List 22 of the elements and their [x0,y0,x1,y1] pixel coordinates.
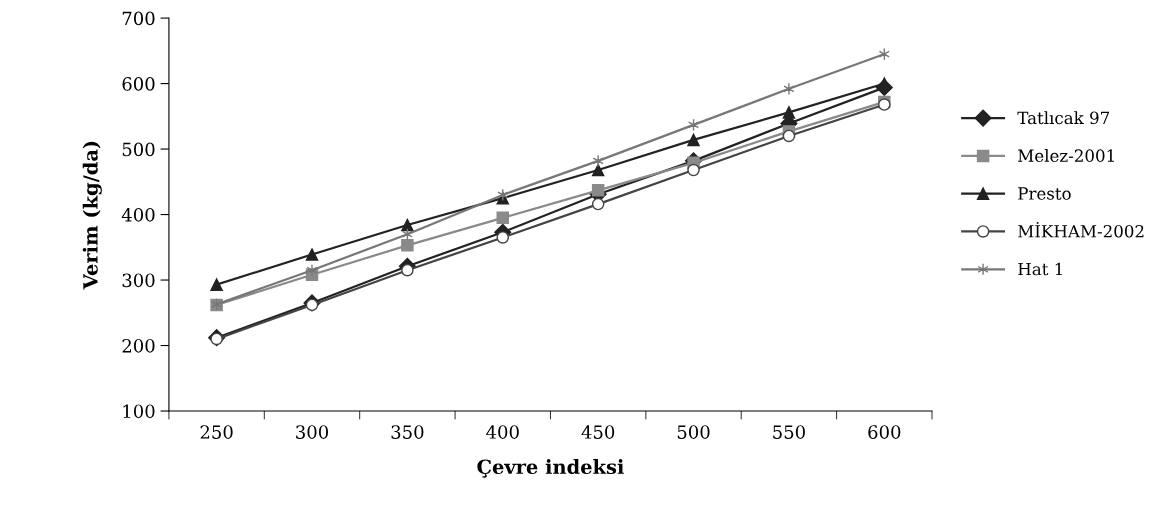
x-tick-label: 300 [296,425,329,439]
x-tick-label: 550 [773,425,805,439]
y-tick-label: 600 [122,77,155,91]
y-tick-label: 700 [122,11,155,26]
y-tick-label: 400 [121,208,155,222]
y-tick-label: 300 [122,273,155,288]
x-tick-label: 350 [391,425,424,439]
x-tick-label: 500 [677,425,710,439]
x-tick-label: 600 [868,425,901,439]
legend-label: Hat 1 [1018,262,1062,276]
x-axis-title: Çevre indeksi [477,459,624,478]
x-tick-label: 450 [581,425,615,439]
y-tick-label: 500 [122,142,155,157]
x-tick-label: 250 [200,425,233,439]
legend-label: Melez-2001 [1018,149,1114,162]
y-axis-title: Verim (kg/da) [82,141,102,290]
legend-label: Presto [1018,187,1071,200]
legend-label: Tatlıcak 97 [1017,111,1110,125]
y-tick-label: 200 [122,338,155,353]
x-tick-label: 400 [486,425,519,439]
y-tick-label: 100 [123,404,155,419]
legend-label: MİKHAM-2002 [1018,221,1144,238]
